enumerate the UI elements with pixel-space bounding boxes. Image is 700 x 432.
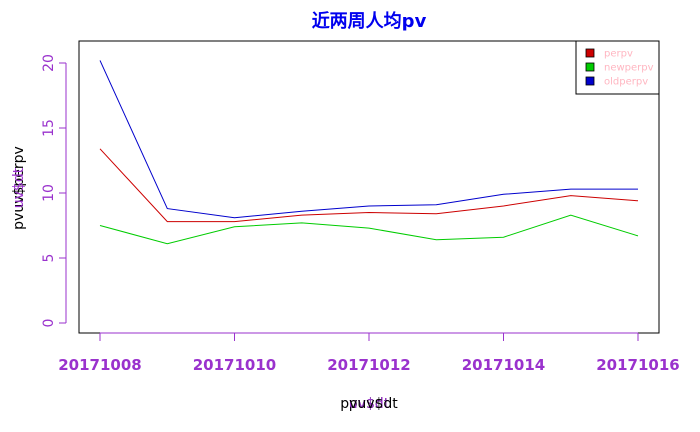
legend-label-perpv: perpv: [604, 49, 633, 60]
series-layer: [99, 60, 639, 245]
legend-swatch-perpv: [585, 48, 595, 58]
y-tick-label: 15: [41, 119, 57, 137]
plot-box: [78, 40, 660, 334]
x-tick-label: 20171012: [327, 356, 411, 374]
chart-title: 近两周人均pv: [312, 10, 427, 32]
x-tick-label: 20171014: [462, 356, 546, 374]
series-line-perpv: [99, 148, 639, 223]
legend-label-newperpv: newperpv: [604, 63, 654, 74]
series-line-oldperpv: [99, 60, 638, 219]
x-tick-label: 20171008: [58, 356, 142, 374]
legend-swatch-oldperpv: [585, 76, 595, 86]
x-axis-label-layer: pvuv$dt: [340, 396, 398, 412]
legend: perpv newperpv oldperpv: [575, 40, 660, 95]
x-tick-label: 20171010: [193, 356, 277, 374]
y-axis-label-layer: uv$dt: [11, 167, 27, 208]
x-axis: 20171008 20171010 20171012 20171014 20171016: [58, 332, 680, 374]
y-tick-label: 20: [41, 54, 57, 72]
y-tick-label: 0: [41, 319, 57, 328]
series-line-newperpv: [99, 214, 639, 245]
x-axis-label-layer: pv$dt: [349, 396, 390, 412]
x-tick-label: 20171016: [596, 356, 680, 374]
y-axis: 0 5 10 15 20: [41, 54, 67, 328]
y-tick-label: 5: [41, 254, 57, 263]
x-axis-label-layer: uv$dt: [349, 396, 390, 412]
legend-swatch-newperpv: [585, 62, 595, 72]
y-axis-label-layer: pvuv$perpv: [11, 146, 27, 230]
legend-label-oldperpv: oldperpv: [604, 77, 648, 88]
y-tick-label: 10: [41, 184, 57, 202]
